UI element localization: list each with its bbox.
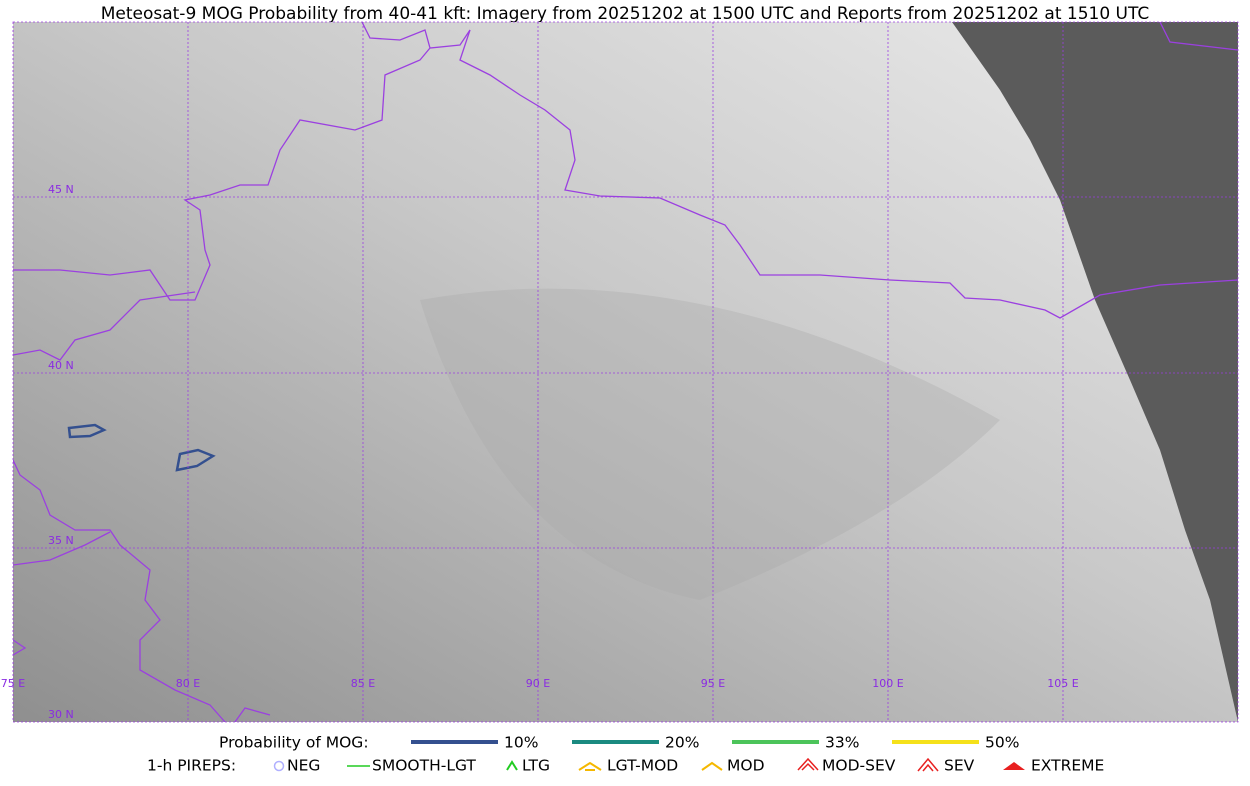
legend-label: NEG [287,757,320,775]
cloud-shade [420,288,1000,600]
legend-label: SMOOTH-LGT [372,757,476,775]
map: 45 N 40 N 35 N 30 N [13,22,1238,722]
pirep-icon [578,761,602,771]
legend-label: EXTREME [1031,757,1104,775]
title: Meteosat-9 MOG Probability from 40-41 kf… [101,4,1150,24]
legend-label: LGT-MOD [607,757,678,775]
legend-title: Probability of MOG: [219,734,369,752]
pirep-icon [506,760,518,771]
legend-label: LTG [522,757,550,775]
legend-label: 10% [504,734,538,752]
borders [13,22,1238,722]
latitude-label: 45 N [48,183,74,196]
legend-label: 50% [985,734,1019,752]
pirep-icon [273,760,285,772]
legend-label: MOD-SEV [822,757,896,775]
map-frame [12,21,1239,723]
legend-label: 20% [665,734,699,752]
legend-label: 33% [825,734,859,752]
legend-label: SEV [944,757,975,775]
legend: Probability of MOG: 10% 20% 33% 50% 1-h PIREP… [147,734,1104,775]
pirep-icon [701,761,723,771]
latitude-label: 40 N [48,359,74,372]
pirep-icon [797,757,819,771]
graticule: 45 N 40 N 35 N 30 N [13,22,1238,722]
longitude-label: 90 E [526,677,550,690]
mog-contours [67,423,216,472]
longitude-label: 85 E [351,677,375,690]
pirep-icon [1003,762,1025,770]
longitude-label: 100 E [872,677,903,690]
legend-title: 1-h PIREPS: [147,757,236,775]
longitude-label: 95 E [701,677,725,690]
latitude-label: 35 N [48,534,74,547]
longitude-label: 80 E [176,677,200,690]
pirep-icon [917,757,939,772]
longitude-label: 105 E [1047,677,1078,690]
legend-label: MOD [727,757,765,775]
latitude-label: 30 N [48,708,74,721]
